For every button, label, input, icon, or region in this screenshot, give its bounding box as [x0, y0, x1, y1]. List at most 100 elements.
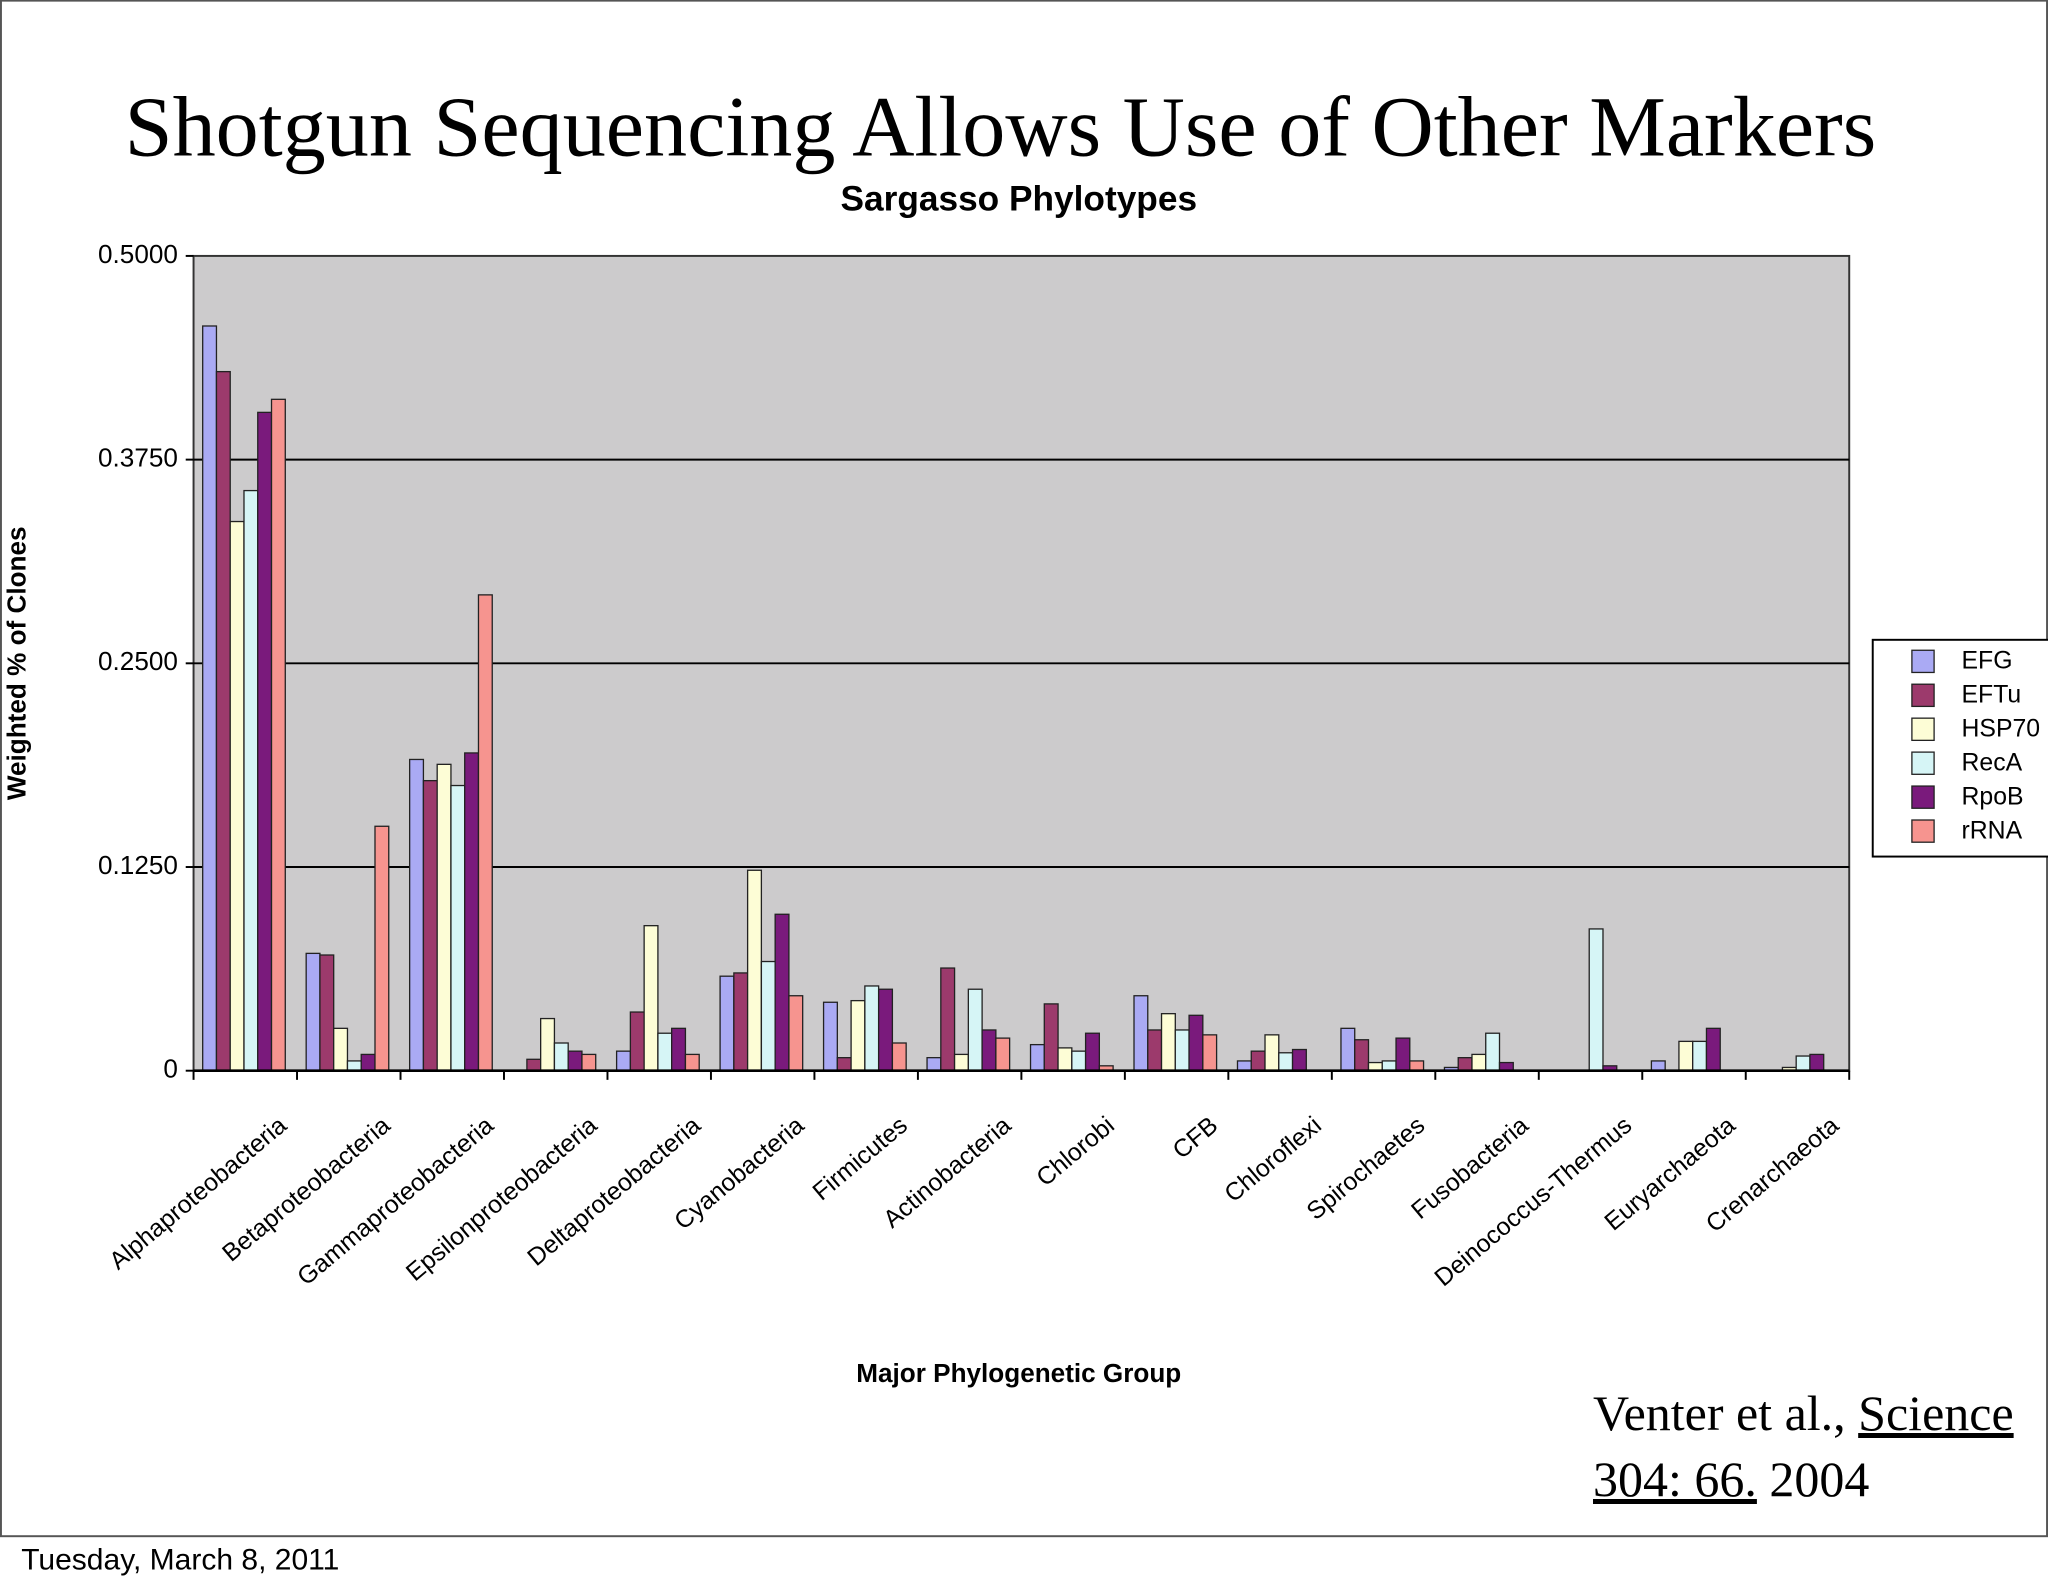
- x-tick-label: Alphaproteobacteria: [105, 1112, 293, 1275]
- bar: [553, 1042, 569, 1072]
- bar: [822, 1001, 838, 1072]
- footer-date: Tuesday, March 8, 2011: [21, 1544, 339, 1577]
- bar: [319, 954, 335, 1072]
- bar: [1278, 1052, 1294, 1072]
- legend-swatch: [1911, 717, 1935, 742]
- bar: [643, 925, 659, 1072]
- bar: [1188, 1014, 1204, 1072]
- bar: [1471, 1053, 1487, 1072]
- x-tick-label: Betaproteobacteria: [218, 1112, 396, 1268]
- bar: [270, 398, 286, 1072]
- bar: [1174, 1029, 1190, 1072]
- y-tick-label: 0.1250: [98, 850, 178, 880]
- x-tick-label: Firmicutes: [808, 1112, 913, 1206]
- legend-swatch: [1911, 683, 1935, 708]
- bar: [657, 1032, 673, 1072]
- bar: [760, 960, 776, 1072]
- bar: [540, 1017, 556, 1072]
- legend-swatch: [1911, 819, 1935, 843]
- bar: [1588, 928, 1604, 1072]
- bar: [1340, 1027, 1356, 1072]
- bar: [746, 869, 763, 1072]
- bar: [981, 1029, 997, 1072]
- bar: [1381, 1060, 1397, 1072]
- bar: [1084, 1032, 1101, 1072]
- bar: [477, 594, 493, 1072]
- bar: [1264, 1034, 1280, 1072]
- bar: [877, 988, 894, 1072]
- bar: [257, 411, 273, 1072]
- bar: [891, 1042, 907, 1072]
- x-tick-label: Epsilonproteobacteria: [401, 1112, 602, 1287]
- bar: [1650, 1060, 1666, 1072]
- y-axis-title: Weighted % of Clones: [1, 526, 31, 800]
- legend-label: EFG: [1962, 648, 2013, 675]
- bar: [953, 1053, 969, 1072]
- y-tick-label: 0.2500: [98, 646, 178, 676]
- bar: [1678, 1040, 1694, 1072]
- bar: [733, 972, 749, 1072]
- bar: [581, 1053, 597, 1072]
- bar: [995, 1037, 1011, 1072]
- bar: [1795, 1055, 1811, 1072]
- bar: [719, 975, 735, 1072]
- bar: [202, 325, 218, 1072]
- y-tick-label: 0: [163, 1054, 178, 1084]
- bar: [1029, 1043, 1045, 1072]
- legend-label: HSP70: [1962, 715, 2041, 742]
- bar: [788, 995, 804, 1072]
- bar: [864, 985, 880, 1072]
- citation-authors: Venter et al.,: [1593, 1385, 1859, 1441]
- bar: [1485, 1032, 1501, 1072]
- bar: [526, 1058, 542, 1072]
- x-tick-label: Chlorobi: [1032, 1112, 1120, 1192]
- bar: [215, 370, 231, 1072]
- citation-year: 2004: [1756, 1451, 1870, 1507]
- bar: [360, 1053, 376, 1072]
- bar: [1071, 1050, 1087, 1072]
- legend-label: RpoB: [1962, 783, 2024, 810]
- bar: [374, 825, 390, 1072]
- legend-label: EFTu: [1962, 682, 2022, 709]
- bar: [464, 752, 480, 1072]
- x-tick-label: CFB: [1168, 1112, 1223, 1165]
- bar: [243, 489, 259, 1072]
- y-tick-label: 0.3750: [98, 443, 178, 473]
- bar: [1692, 1040, 1708, 1072]
- y-tick-label: 0.5000: [98, 239, 178, 269]
- bar: [305, 952, 321, 1072]
- bar: [926, 1057, 942, 1072]
- citation: Venter et al., Science 304: 66. 2004: [1593, 1380, 2033, 1512]
- bar: [1291, 1048, 1307, 1072]
- legend-box: [1871, 638, 2048, 858]
- bar: [1409, 1060, 1425, 1072]
- bar: [1133, 995, 1149, 1072]
- bar: [1705, 1027, 1721, 1072]
- x-tick-label: Deinococcus-Thermus: [1430, 1112, 1637, 1292]
- bar: [567, 1050, 583, 1072]
- legend-label: rRNA: [1962, 817, 2023, 844]
- bar: [671, 1027, 687, 1072]
- bar: [1147, 1029, 1163, 1072]
- x-axis-title: Major Phylogenetic Group: [856, 1358, 1181, 1388]
- slide-title: Shotgun Sequencing Allows Use of Other M…: [125, 79, 1877, 175]
- legend-swatch: [1911, 649, 1935, 674]
- bar: [940, 967, 956, 1072]
- citation-journal: Science 304: 66.: [1593, 1385, 2014, 1507]
- bar: [346, 1060, 362, 1072]
- bar: [1057, 1047, 1073, 1072]
- legend-swatch: [1911, 785, 1935, 809]
- bar: [436, 763, 452, 1072]
- bar: [450, 784, 466, 1072]
- bar: [1395, 1037, 1411, 1072]
- bar: [1457, 1057, 1473, 1072]
- legend-label: RecA: [1962, 749, 2023, 776]
- bar: [615, 1050, 632, 1072]
- bar: [1354, 1039, 1370, 1072]
- x-tick-label: Deltaproteobacteria: [523, 1112, 706, 1272]
- bar: [629, 1011, 645, 1072]
- x-tick-label: Chloroflexi: [1220, 1112, 1327, 1208]
- bar: [1160, 1013, 1176, 1072]
